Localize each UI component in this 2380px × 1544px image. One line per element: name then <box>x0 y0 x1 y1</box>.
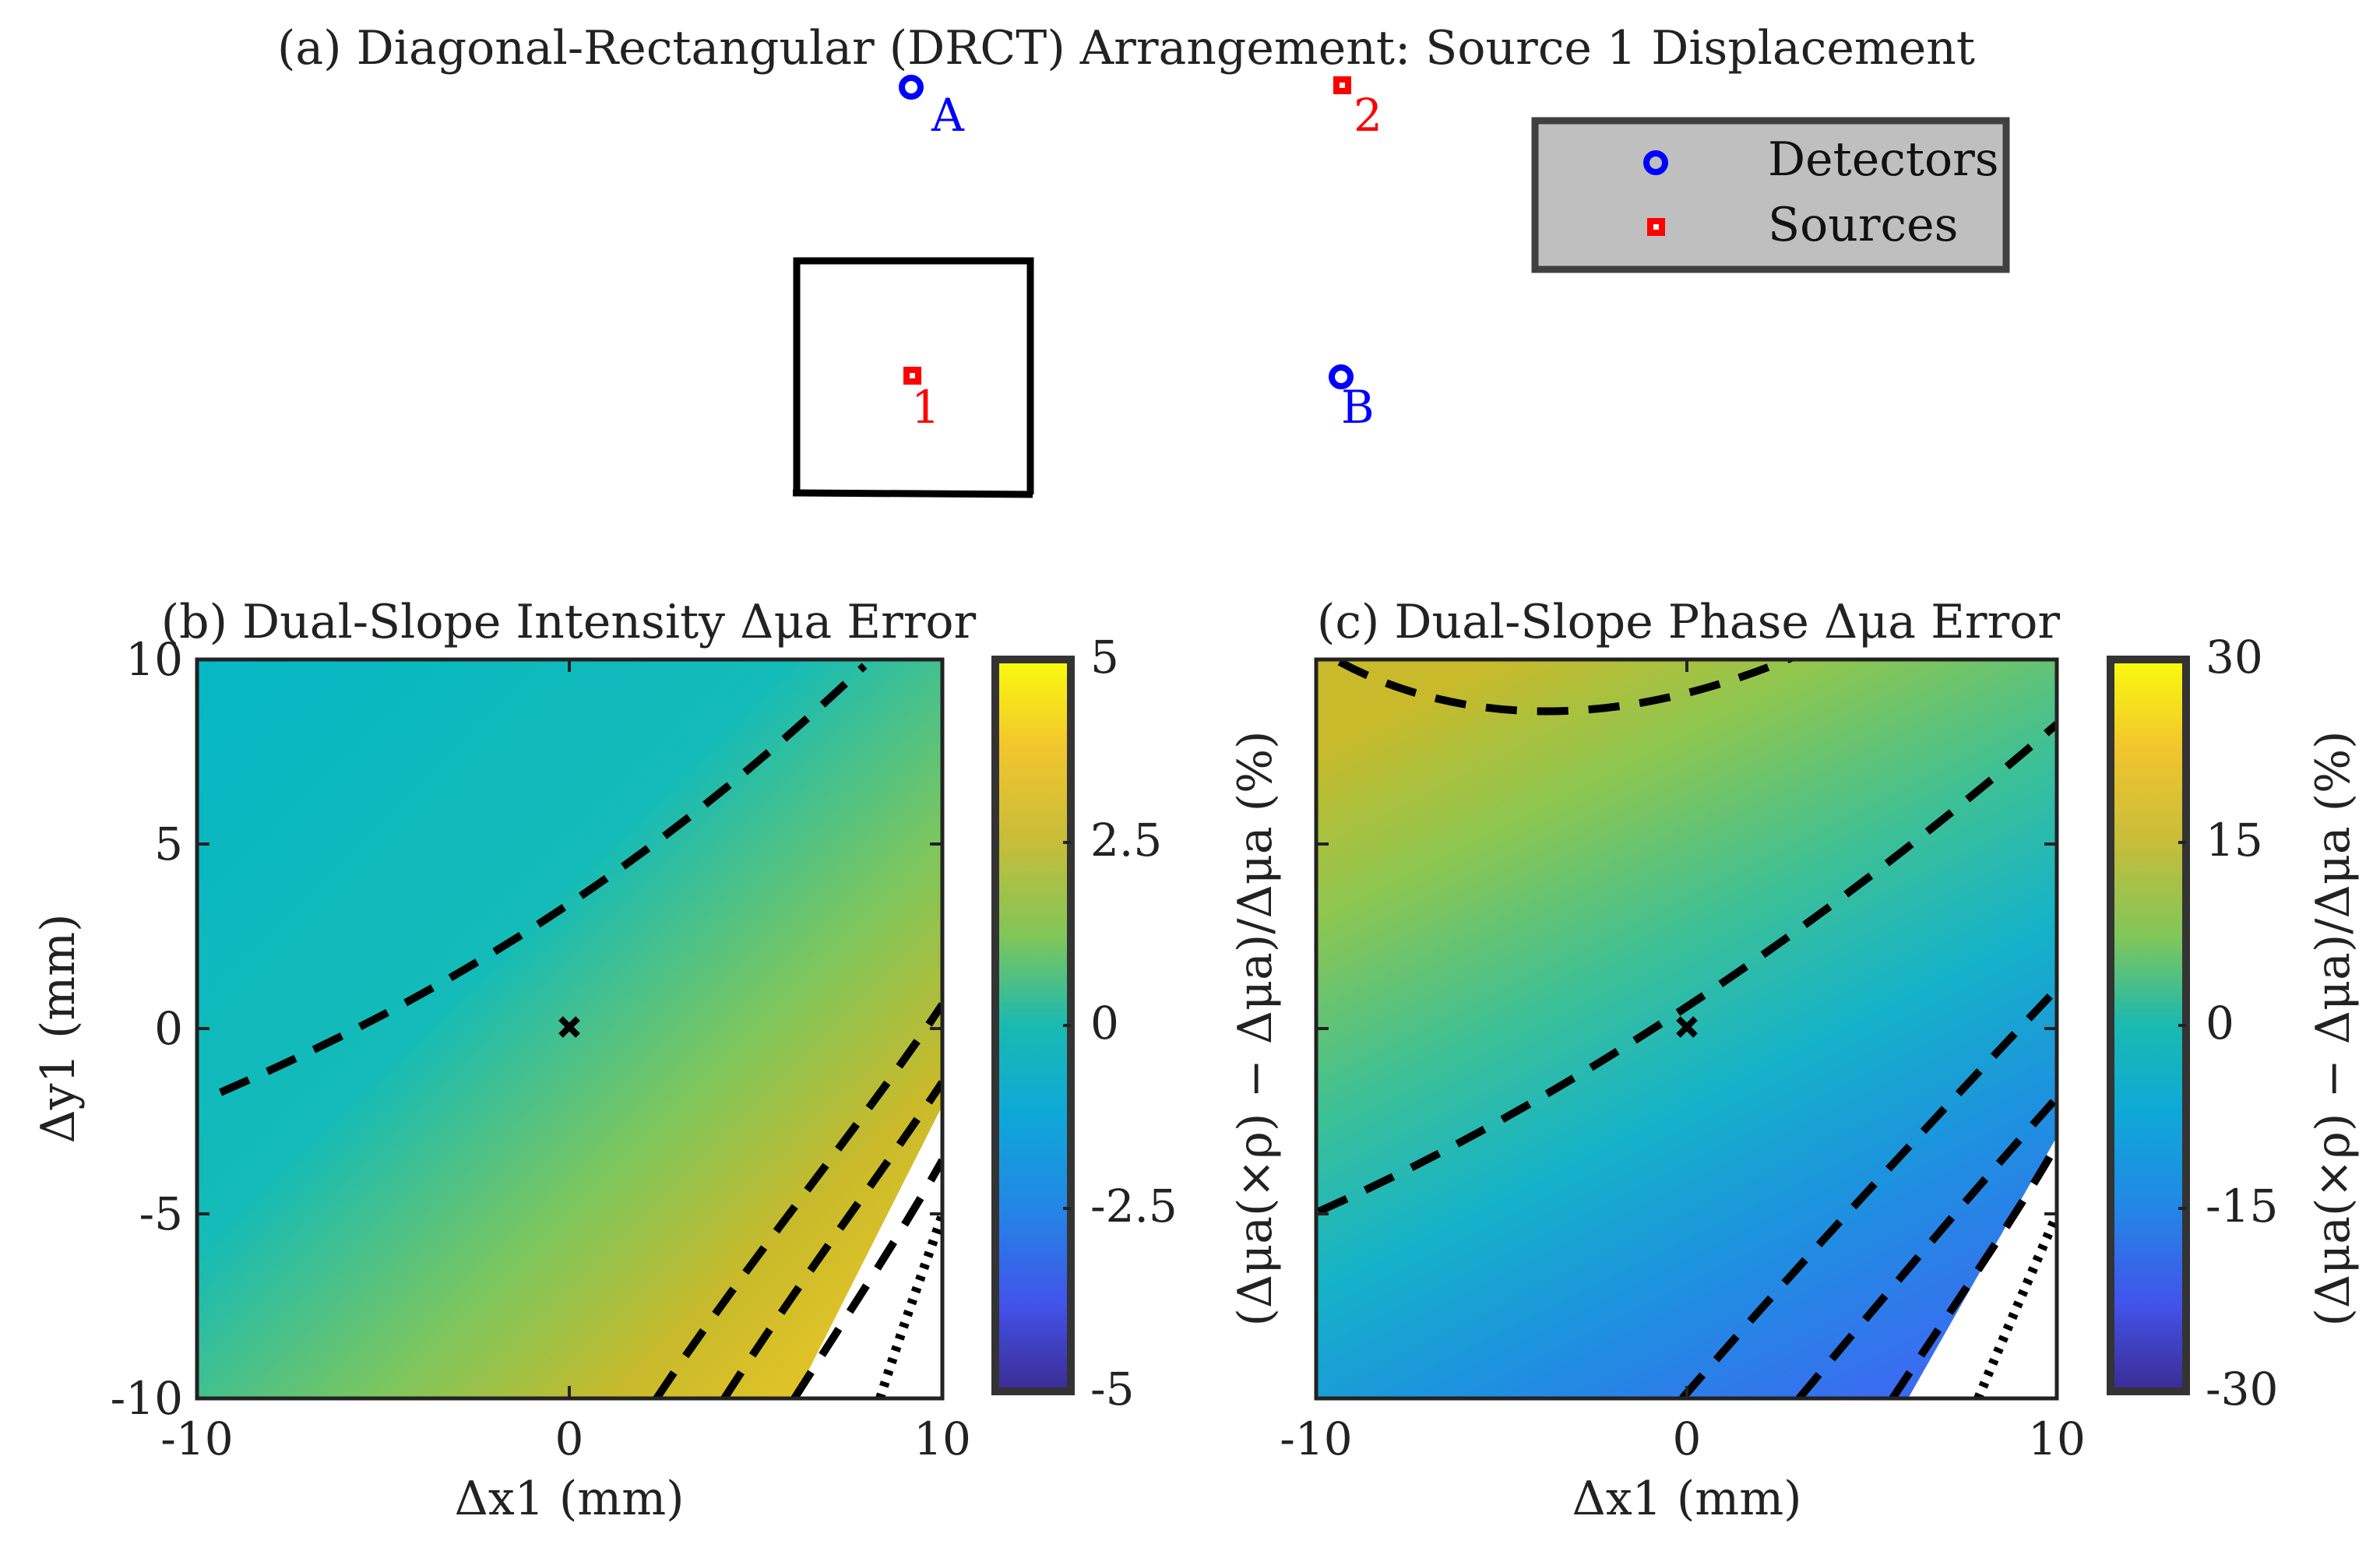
panel-c-colorbar <box>2107 656 2190 1395</box>
panel-c-xtick-10: 10 <box>2028 1412 2086 1465</box>
legend-sources-label: Sources <box>1768 198 1958 252</box>
panel-c-xlabel: Δx1 (mm) <box>1572 1472 1801 1526</box>
panel-c-contour-2 <box>1316 721 2057 1215</box>
panel-b-contour-1 <box>219 663 868 1096</box>
legend-detector-icon <box>1643 150 1668 175</box>
panel-a-diagram: (a) Diagonal-Rectangular (DRCT) Arrangem… <box>277 21 2010 498</box>
panel-c-colorbar-ticks <box>2178 841 2186 1210</box>
panel-b-cbar-tick-neg5: -5 <box>1090 1363 1135 1416</box>
panel-b-cbar-tick-0: 0 <box>1090 997 1119 1050</box>
panel-c-colorbar-label: (Δμa(×ρ) − Δμa)/Δμa (%) <box>2306 731 2361 1327</box>
source-2-label: 2 <box>1354 89 1382 142</box>
panel-c-cbar-tick-neg15: -15 <box>2206 1180 2278 1233</box>
panel-c-title: (c) Dual-Slope Phase Δμa Error <box>1317 595 2060 649</box>
panel-b-xtick-10: 10 <box>914 1412 971 1465</box>
panel-b-heatmap: (b) Dual-Slope Intensity Δμa Error -10 0… <box>31 595 1283 1526</box>
legend-box <box>1531 117 2010 273</box>
panel-b-ylabel: Δy1 (mm) <box>31 913 86 1143</box>
panel-b-tick-marks <box>197 659 942 1398</box>
panel-b-xlabel: Δx1 (mm) <box>454 1472 684 1526</box>
legend-detectors-label: Detectors <box>1768 132 1999 187</box>
panel-b-colorbar <box>991 656 1075 1395</box>
legend-source-icon-center <box>1653 224 1659 230</box>
panel-b-contour-2 <box>653 1002 942 1398</box>
panel-b-cbar-tick-neg2-5: -2.5 <box>1090 1180 1178 1233</box>
panel-b-colorbar-label: (Δμa(×ρ) − Δμa)/Δμa (%) <box>1228 731 1283 1327</box>
panel-c-contour-3 <box>1679 986 2057 1398</box>
source-1-displacement-box <box>793 257 1034 496</box>
detector-a-label: A <box>931 89 965 142</box>
source-2-marker-center <box>1340 83 1345 88</box>
panel-b-cbar-tick-5: 5 <box>1090 631 1119 684</box>
panel-c-tick-marks <box>1316 659 2057 1398</box>
legend: Detectors Sources <box>1531 117 2010 273</box>
panel-b-ytick-10: 10 <box>125 633 183 686</box>
panel-c-xtick-neg10: -10 <box>1280 1412 1352 1465</box>
panel-c-cbar-tick-0: 0 <box>2206 997 2234 1050</box>
panel-b-title: (b) Dual-Slope Intensity Δμa Error <box>161 595 977 649</box>
source-1-label: 1 <box>911 381 940 434</box>
panel-c-origin-marker <box>1676 1016 1698 1038</box>
panel-b-contour-3 <box>720 1080 942 1398</box>
detector-b-marker <box>1329 364 1354 389</box>
panel-c-contour-1 <box>1337 659 1793 716</box>
source-1-marker-center <box>910 373 915 378</box>
panel-b-colorbar-ticks <box>1063 841 1071 1210</box>
panel-b-xtick-0: 0 <box>555 1412 584 1465</box>
panel-b-ytick-neg10: -10 <box>111 1372 183 1425</box>
panel-c-contour-5 <box>1889 1142 2057 1398</box>
panel-c-cbar-tick-neg30: -30 <box>2206 1363 2278 1416</box>
detector-b-label: B <box>1341 381 1375 434</box>
panel-c-xtick-0: 0 <box>1673 1412 1702 1465</box>
panel-c-heatmap: (c) Dual-Slope Phase Δμa Error -10 0 10 … <box>1280 595 2361 1526</box>
panel-b-ytick-0: 0 <box>154 1002 183 1055</box>
panel-c-cbar-tick-15: 15 <box>2206 814 2263 867</box>
panel-b-xtick-neg10: -10 <box>160 1412 233 1465</box>
panel-c-contour-4 <box>1796 1095 2057 1398</box>
panel-b-ytick-neg5: -5 <box>139 1187 184 1240</box>
panel-c-cbar-tick-30: 30 <box>2206 631 2263 684</box>
panel-b-origin-marker <box>558 1016 580 1038</box>
panel-a-title: (a) Diagonal-Rectangular (DRCT) Arrangem… <box>277 21 1975 76</box>
panel-b-cbar-tick-2-5: 2.5 <box>1090 814 1162 867</box>
source-1-displacement-box-bottom <box>792 489 1033 498</box>
detector-a-marker <box>899 75 924 100</box>
panel-b-singular-edge <box>875 1213 942 1398</box>
panel-b-ytick-5: 5 <box>154 818 183 870</box>
